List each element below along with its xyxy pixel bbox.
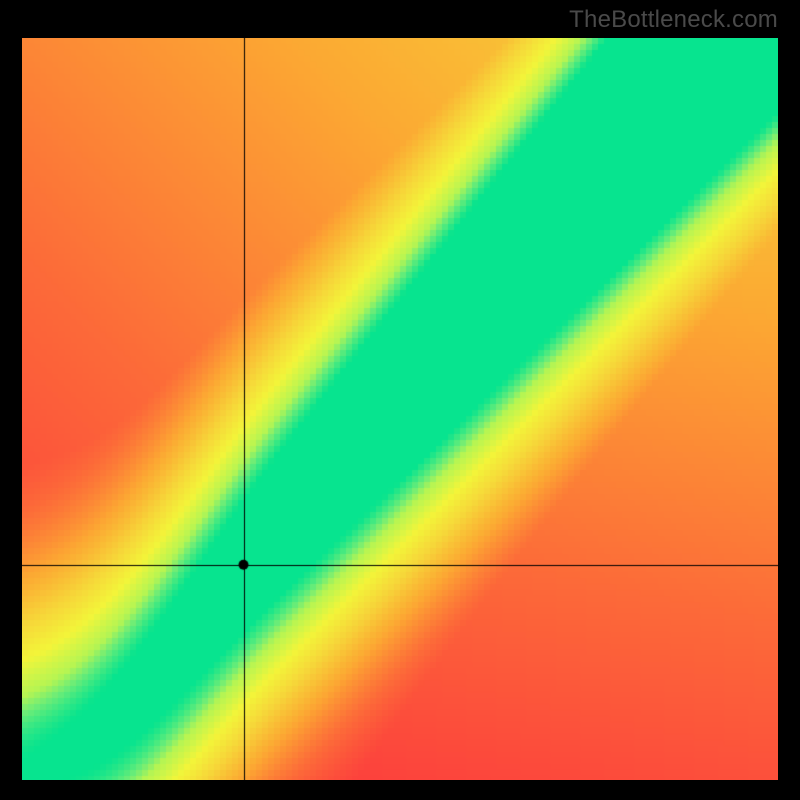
- bottleneck-heatmap: [22, 38, 778, 780]
- watermark-text: TheBottleneck.com: [569, 6, 778, 34]
